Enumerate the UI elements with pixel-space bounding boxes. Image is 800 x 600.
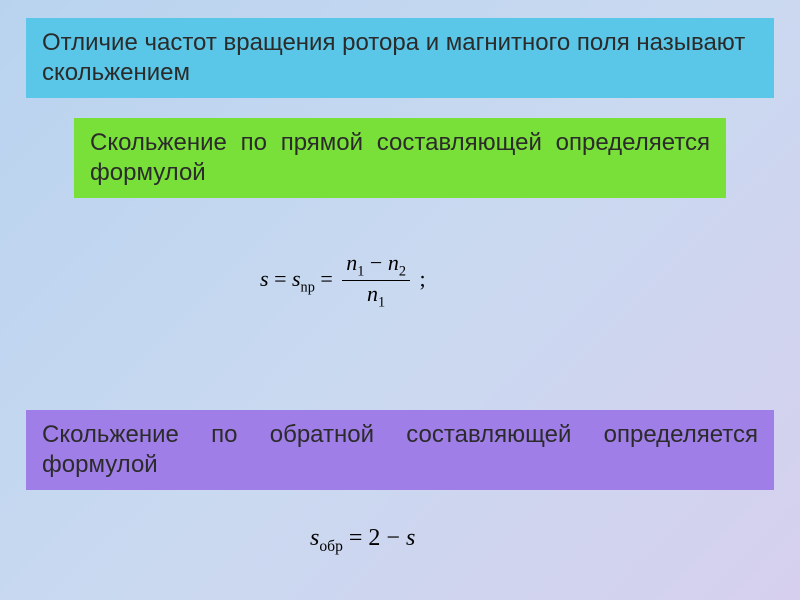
subheading-1-text: Скольжение по прямой составляющей опреде… (90, 129, 710, 186)
numerator: n1 − n2 (342, 250, 410, 280)
minus-sign: − (370, 250, 388, 275)
equals-sign-3: = (349, 525, 369, 551)
n2-base: n (388, 250, 399, 275)
minus-sign-2: − (386, 525, 406, 551)
slide: Отличие частот вращения ротора и магнитн… (0, 0, 800, 600)
var-s-rhs: s (406, 525, 415, 551)
formula-forward-slip: s = snp = n1 − n2 n1 ; (260, 250, 426, 312)
var-s-obr: sобр (310, 525, 349, 551)
denominator: n1 (342, 280, 410, 311)
n2-sub: 2 (399, 263, 406, 279)
var-s-np-base: s (292, 266, 301, 291)
const-2: 2 (368, 525, 380, 551)
subheading-2: Скольжение по обратной составляющей опре… (26, 410, 774, 490)
equals-sign-2: = (320, 266, 338, 291)
subheading-2-text: Скольжение по обратной составляющей опре… (42, 421, 758, 478)
var-s-np-sub: np (301, 279, 315, 295)
title-box: Отличие частот вращения ротора и магнитн… (26, 18, 774, 98)
equals-sign: = (274, 266, 292, 291)
n1-den-sub: 1 (378, 295, 385, 311)
title-text: Отличие частот вращения ротора и магнитн… (42, 29, 745, 86)
n1: n1 (346, 250, 364, 275)
var-s-np: snp (292, 266, 320, 291)
n1-base: n (346, 250, 357, 275)
n2: n2 (388, 250, 406, 275)
subheading-1: Скольжение по прямой составляющей опреде… (74, 118, 726, 198)
var-s-obr-sub: обр (319, 538, 343, 555)
semicolon: ; (420, 266, 426, 291)
formula-reverse-slip: sобр = 2 − s (310, 525, 415, 556)
n1-den-base: n (367, 281, 378, 306)
n1-den: n1 (367, 281, 385, 306)
var-s-obr-base: s (310, 525, 319, 551)
var-s: s (260, 266, 269, 291)
n1-sub: 1 (357, 263, 364, 279)
fraction: n1 − n2 n1 (342, 250, 410, 312)
